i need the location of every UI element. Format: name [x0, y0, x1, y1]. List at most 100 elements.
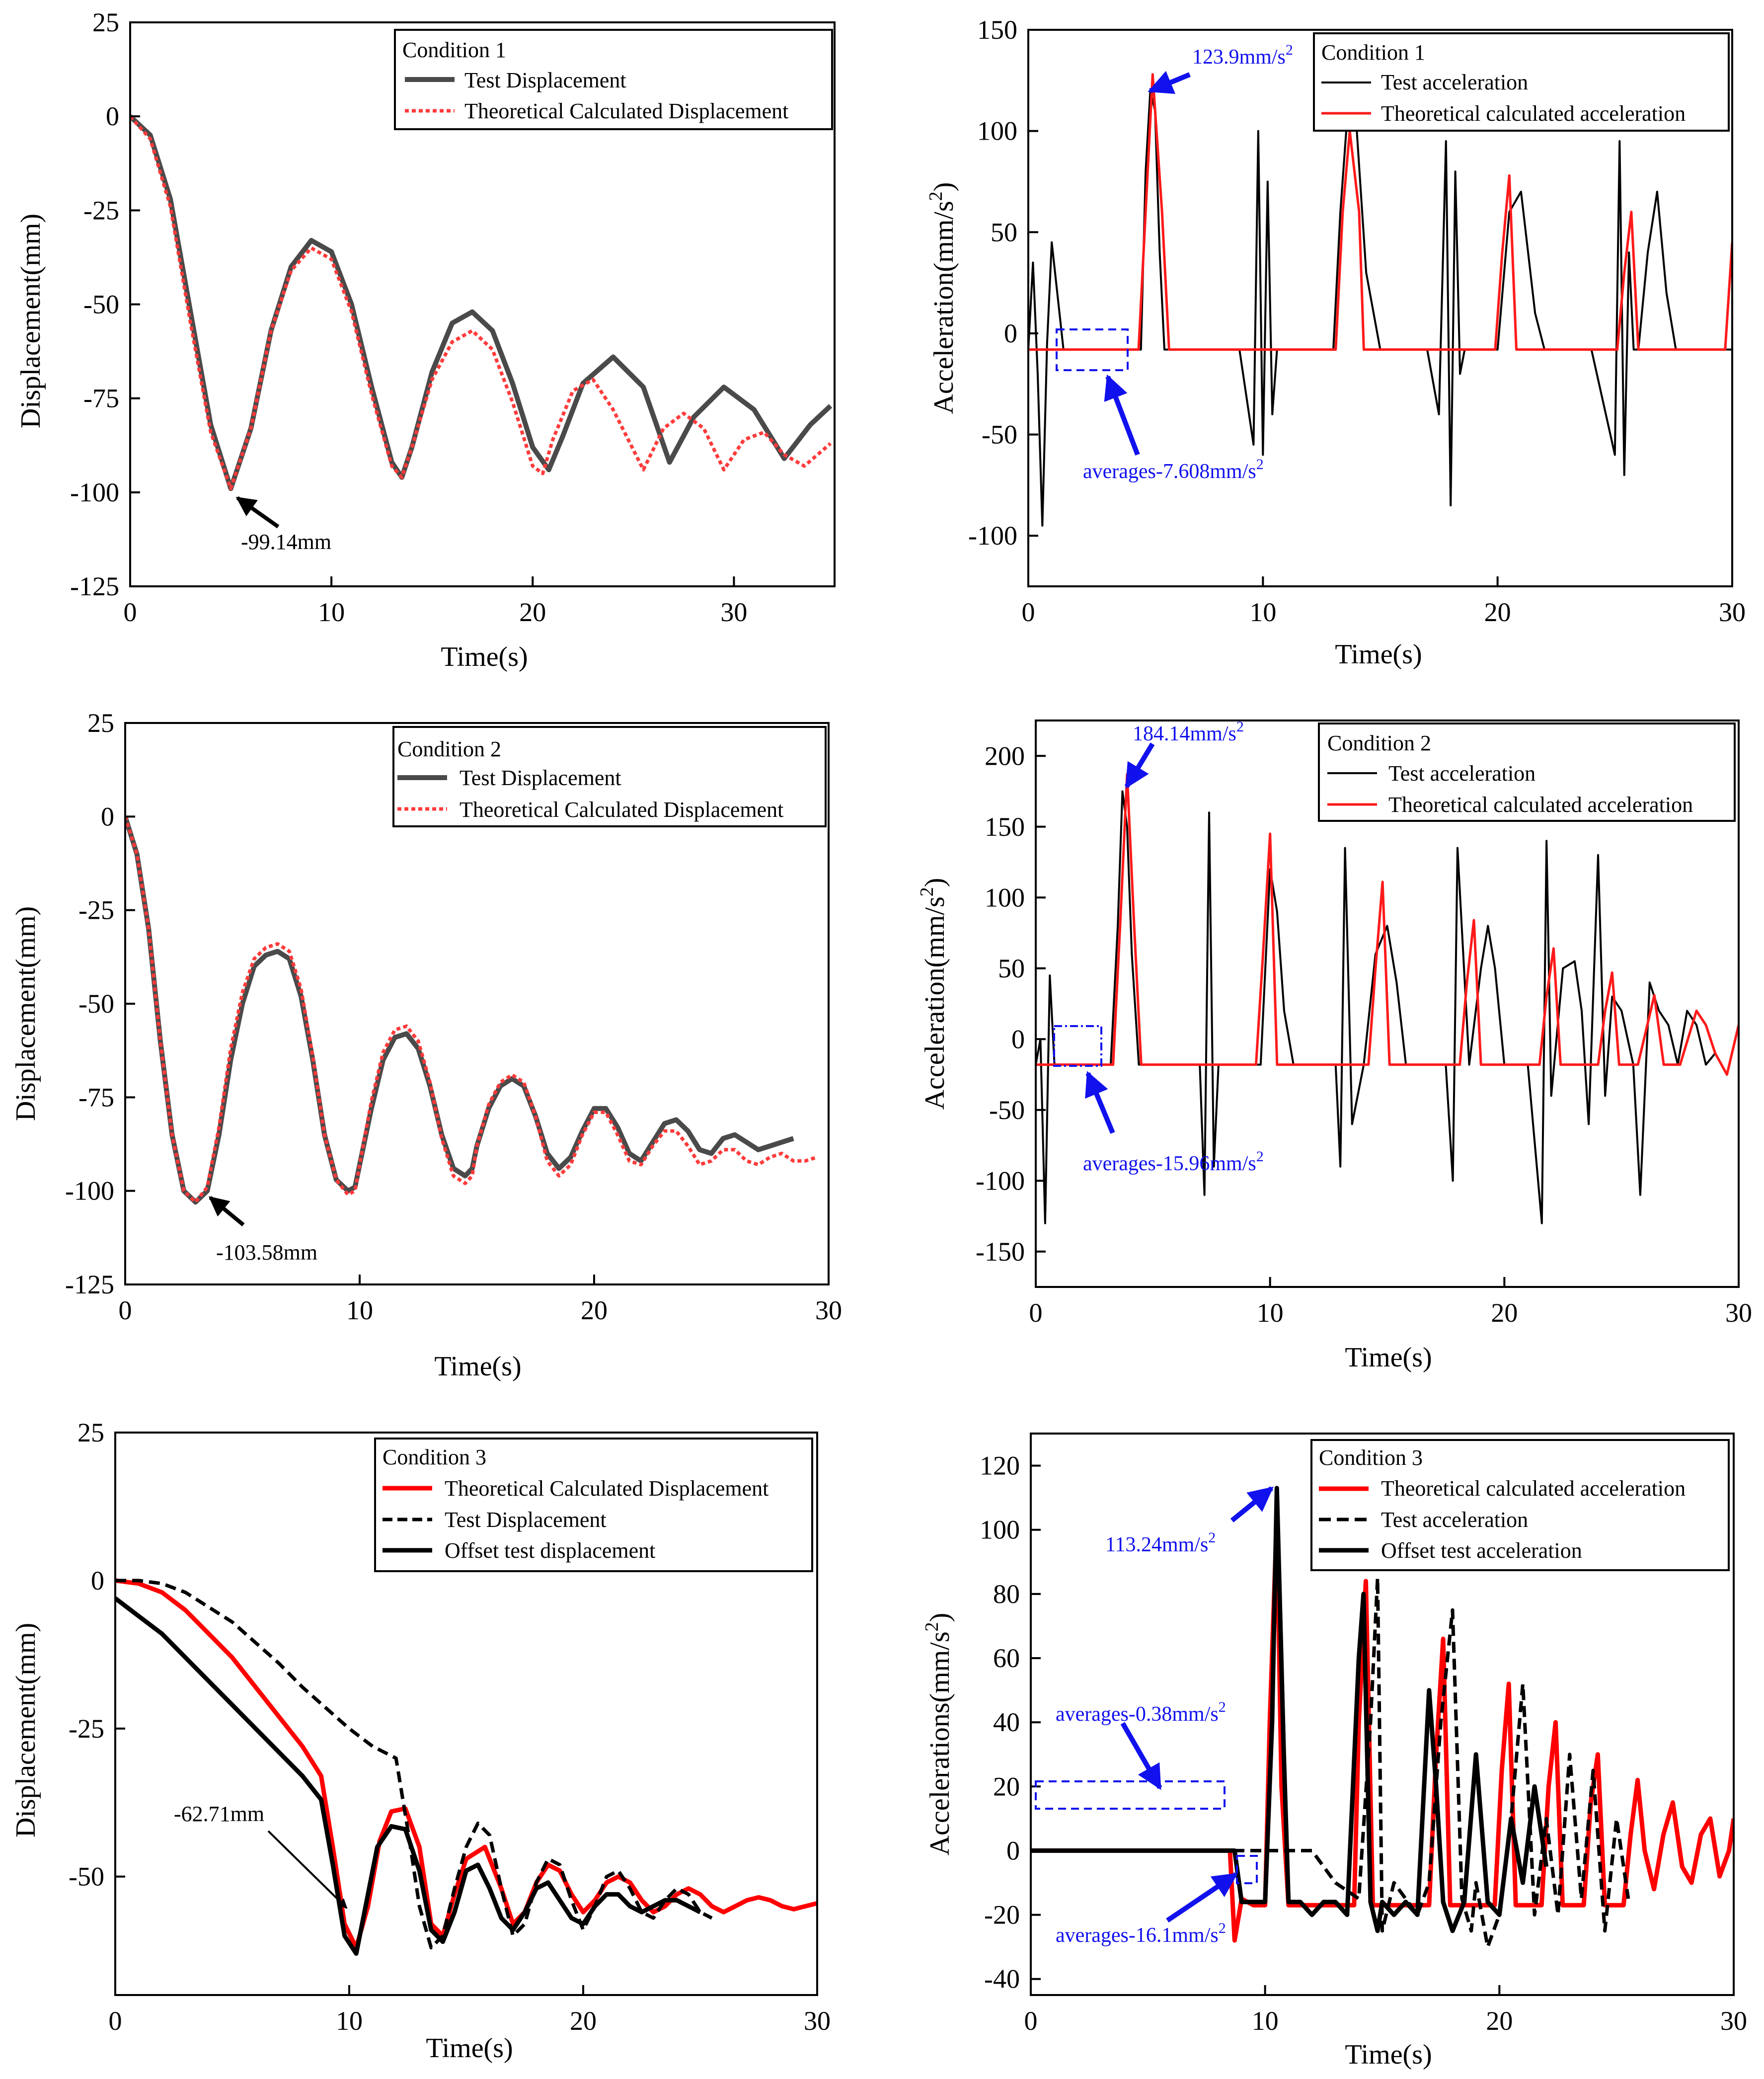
y-tick-label: 200: [985, 741, 1025, 771]
x-tick-label: 30: [1725, 1298, 1752, 1328]
chart-condition-3-acceleration: 0 10 20 30 120 100 80 60 40 20 0 -20 -40 Acceleratio…: [921, 1433, 1747, 2070]
y-tick-label: 60: [993, 1643, 1020, 1673]
x-tick-label: 30: [1719, 597, 1746, 627]
y-tick-label: 100: [977, 116, 1017, 146]
y-tick-label: 20: [993, 1771, 1020, 1801]
average-region-box-before: [1035, 1780, 1226, 1810]
y-tick-label: -125: [70, 571, 119, 601]
x-tick-label: 10: [1257, 1298, 1284, 1328]
series-line-3: [115, 1597, 701, 1956]
legend-title: Condition 3: [1319, 1445, 1423, 1470]
y-tick-label: -75: [83, 384, 119, 413]
series-line-2: [1036, 773, 1739, 1076]
series-line-1: [130, 114, 833, 491]
y-tick-label: -50: [78, 989, 114, 1019]
x-tick-label: 10: [346, 1295, 373, 1325]
series-line-3: [1031, 1486, 1549, 1933]
x-tick-label: 10: [1249, 597, 1276, 627]
y-tick-label: 50: [991, 217, 1017, 247]
legend-label-test: Test acceleration: [1381, 70, 1528, 94]
annotation-peak: 123.9mm/s2: [1192, 42, 1293, 69]
x-tick-label: 20: [570, 2006, 597, 2036]
y-tick-label: 25: [92, 7, 119, 37]
y-tick-label: 80: [993, 1579, 1020, 1609]
legend-label-offset: Offset test displacement: [445, 1538, 655, 1563]
y-tick-label: 25: [87, 708, 114, 738]
x-axis-label: Time(s): [1335, 639, 1422, 670]
annotation-arrow-peak: [1124, 742, 1155, 789]
x-axis-label: Time(s): [1345, 1342, 1432, 1373]
y-tick-label: 0: [101, 801, 114, 831]
x-tick-label: 30: [804, 2006, 831, 2036]
x-tick-label: 0: [109, 2006, 122, 2036]
x-tick-label: 20: [581, 1295, 608, 1325]
legend: Condition 2 Test acceleration Theoretica…: [1318, 722, 1736, 822]
series-line-2: [1031, 1576, 1630, 1949]
legend-label-test: Test acceleration: [1381, 1508, 1528, 1532]
x-axis-label: Time(s): [441, 641, 528, 672]
legend-label-test: Test Displacement: [460, 766, 621, 790]
x-tick-label: 20: [1486, 2006, 1513, 2036]
y-tick-label: -100: [70, 478, 119, 507]
plot-frame: [1035, 720, 1740, 1288]
x-tick-label: 10: [1252, 2006, 1279, 2036]
y-tick-label: 0: [1006, 1836, 1020, 1865]
legend-title: Condition 1: [1321, 40, 1425, 65]
y-tick-label: -40: [984, 1964, 1020, 1994]
x-tick-label: 20: [1484, 597, 1511, 627]
y-tick-label: -25: [78, 895, 114, 925]
y-axis-label: Displacement(mm): [10, 1623, 41, 1838]
annotation-arrow-peak: [1148, 71, 1191, 94]
legend-label-theoretical: Theoretical Calculated Displacement: [460, 798, 783, 822]
y-axis-label: Displacement(mm): [10, 906, 41, 1121]
legend-box: [394, 29, 833, 130]
annotation-arrow-average-after: [1166, 1872, 1238, 1923]
chart-condition-3-displacement: 0 10 20 30 25 0 -25 -50 Displacement(mm) Time(s…: [10, 1418, 831, 2064]
legend-box: [1313, 32, 1730, 132]
legend-label-test: Test Displacement: [464, 68, 626, 92]
legend-box: [1310, 1439, 1730, 1571]
y-tick-label: -50: [69, 1862, 104, 1892]
legend: Condition 3 Theoretical Calculated Displ…: [374, 1438, 813, 1572]
legend-label-test: Test Displacement: [445, 1508, 607, 1532]
y-tick-label: 0: [1004, 319, 1017, 348]
legend-label-theoretical: Theoretical Calculated Displacement: [445, 1476, 768, 1501]
annotation-average-after: averages-16.1mm/s2: [1056, 1920, 1226, 1947]
annotation-min-displacement: -103.58mm: [216, 1240, 317, 1265]
chart-condition-2-displacement: 0 10 20 30 25 0 -25 -50 -75 -100 -125 Displacement…: [10, 708, 842, 1382]
annotation-average: averages-7.608mm/s2: [1083, 456, 1264, 483]
legend-title: Condition 2: [1327, 731, 1431, 755]
x-tick-label: 10: [336, 2006, 363, 2036]
x-tick-label: 0: [119, 1295, 132, 1325]
annotation-peak: 113.24mm/s2: [1105, 1529, 1216, 1556]
y-tick-label: 0: [106, 101, 119, 131]
y-axis-label: Displacement(mm): [15, 214, 46, 428]
legend: Condition 2 Test Displacement Theoretica…: [392, 726, 827, 827]
x-tick-label: 30: [1720, 2006, 1747, 2036]
annotation-arrow: [267, 1830, 348, 1909]
series-line-1: [115, 1578, 817, 1950]
annotation-arrow-peak: [1230, 1486, 1274, 1522]
y-tick-label: -150: [976, 1237, 1025, 1267]
chart-condition-1-displacement: 0 10 20 30 25 0 -25 -50 -75 -100 -125 Displacement…: [15, 7, 836, 672]
y-axis-label: Acceleration(mm/s2): [917, 878, 950, 1110]
x-tick-label: 0: [1024, 2006, 1038, 2036]
y-axis-label: Acceleration(mm/s2): [925, 182, 959, 414]
annotation-arrow: [208, 1196, 245, 1227]
x-tick-label: 0: [1029, 1298, 1043, 1328]
annotation-arrow-average: [1085, 1071, 1115, 1134]
y-tick-label: -100: [976, 1166, 1025, 1196]
series-line-2: [1028, 73, 1732, 351]
series-line-2: [125, 816, 818, 1204]
average-region-box: [1056, 328, 1129, 371]
x-tick-label: 30: [720, 597, 747, 627]
series-line-1: [125, 815, 794, 1205]
y-tick-label: -100: [968, 521, 1017, 551]
plot-frame: [1030, 1433, 1735, 1996]
annotation-arrow-average: [1104, 374, 1140, 456]
y-tick-label: 0: [91, 1566, 104, 1596]
series-line-2: [115, 1579, 713, 1950]
average-region-box-after: [1236, 1855, 1258, 1884]
legend-box: [392, 726, 827, 827]
y-tick-label: -100: [65, 1176, 114, 1206]
